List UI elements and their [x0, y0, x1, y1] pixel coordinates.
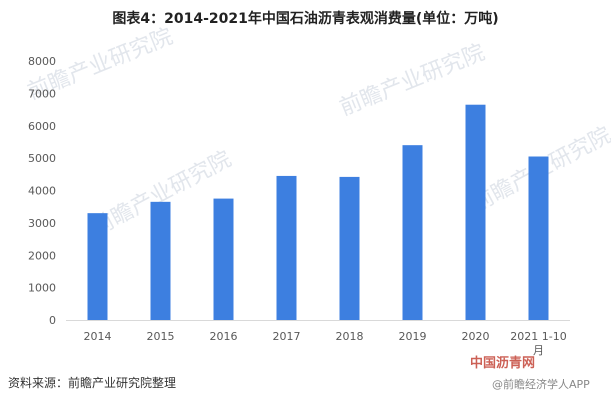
y-tick-label: 2000 — [28, 249, 56, 262]
bar-2017 — [276, 175, 297, 320]
y-tick-label: 7000 — [28, 87, 56, 100]
x-tick-label: 2019 — [399, 330, 427, 343]
logo-subtext: @前瞻经济学人APP — [492, 378, 590, 391]
source-note: 资料来源：前瞻产业研究院整理 — [8, 376, 177, 390]
x-tick-label: 2018 — [336, 330, 364, 343]
bar-2015 — [150, 201, 171, 320]
y-tick-label: 3000 — [28, 217, 56, 230]
x-tick-label: 2021 1-10 — [510, 330, 566, 343]
bar-2020 — [465, 104, 486, 320]
chart-title: 图表4：2014-2021年中国石油沥青表观消费量(单位：万吨) — [112, 11, 499, 27]
x-tick-label: 2017 — [273, 330, 301, 343]
bar-2018 — [339, 176, 360, 320]
bar-2014 — [87, 213, 108, 320]
y-tick-label: 5000 — [28, 152, 56, 165]
y-tick-label: 8000 — [28, 55, 56, 68]
y-tick-label: 0 — [49, 314, 56, 327]
y-axis: 0 1000 2000 3000 4000 5000 6000 7000 8000 — [28, 55, 56, 327]
bar-2021-1-10月 — [528, 156, 549, 320]
bar-2016 — [213, 198, 234, 320]
x-axis: 2014 2015 2016 2017 2018 2019 2020 2021 1-10月 — [84, 330, 567, 357]
x-tick-label: 2016 — [210, 330, 238, 343]
y-tick-label: 1000 — [28, 282, 56, 295]
bar-2019 — [402, 145, 423, 320]
x-tick-label: 2015 — [147, 330, 175, 343]
logo-text: 中国沥青网 — [470, 356, 536, 371]
x-tick-label: 2020 — [462, 330, 490, 343]
y-tick-label: 4000 — [28, 185, 56, 198]
bar-series — [87, 104, 549, 320]
y-tick-label: 6000 — [28, 120, 56, 133]
x-tick-label: 月 — [533, 344, 544, 357]
x-tick-label: 2014 — [84, 330, 112, 343]
